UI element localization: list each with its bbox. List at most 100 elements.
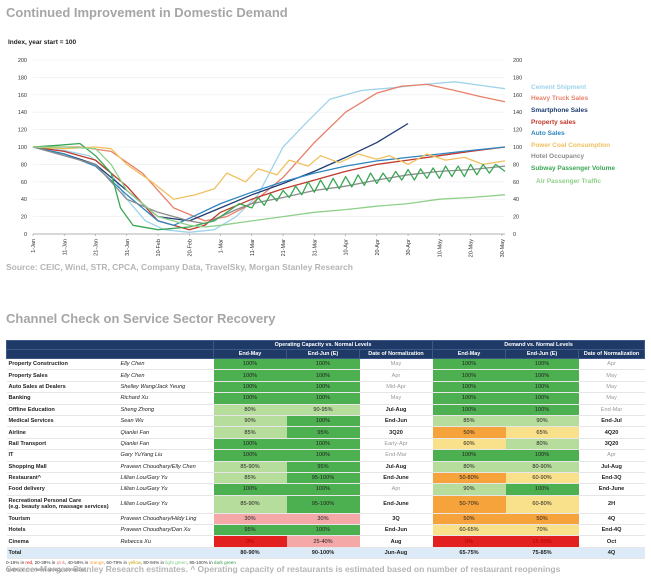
legend-entry: Hotel Occupancy <box>531 153 584 160</box>
y-tick-left: 120 <box>18 128 27 134</box>
cell-op-date: Jul-Aug <box>359 461 433 473</box>
cell-op-jun: 100% <box>286 369 360 382</box>
total-op-date: Jun-Aug <box>359 546 433 560</box>
x-tick-label: 11-Mar <box>250 239 256 256</box>
cell-op-may: 100% <box>213 483 287 496</box>
cell-dm-date: May <box>578 392 645 405</box>
cell-op-may: 85-90% <box>213 495 287 514</box>
analyst-name: Lillian Lou/Gary Yu <box>118 495 214 514</box>
y-tick-right: 0 <box>513 232 516 238</box>
sector-name: Medical Services <box>6 415 119 428</box>
cell-dm-may: 100% <box>432 392 506 405</box>
sector-name: Hotels <box>6 524 119 537</box>
legend-entry: Subway Passenger Volume <box>531 165 615 172</box>
analyst-name: Sheng Zhong <box>118 404 214 416</box>
x-tick-label: 30-Apr <box>406 239 412 256</box>
cell-dm-may: 60% <box>432 438 506 451</box>
cell-dm-jun: 50% <box>505 513 579 526</box>
chart-legend: Cement Shipment Heavy Truck Sales Smartpho… <box>531 84 615 185</box>
cell-op-may: 80% <box>213 404 287 416</box>
cell-dm-date: 3Q20 <box>578 438 645 451</box>
y-tick-right: 120 <box>513 128 522 134</box>
column-header-row: End-May End-Jun (E) Date of Normalizatio… <box>6 349 646 359</box>
col-dm-end-jun: End-Jun (E) <box>505 349 580 359</box>
col-op-end-jun: End-Jun (E) <box>286 349 360 359</box>
chart-axes: 0 0 20 20 40 40 60 60 80 80 100 100 120 120 140 140 160 1… <box>18 58 522 257</box>
cell-dm-date: 4Q20 <box>578 426 645 439</box>
sector-name: Airline <box>6 426 119 439</box>
sector-name: IT <box>6 449 119 462</box>
y-tick-right: 180 <box>513 75 522 81</box>
y-tick-right: 60 <box>513 180 519 186</box>
cell-dm-jun: 100% <box>505 358 579 371</box>
analyst-name: Rebecca Xu <box>118 535 214 548</box>
cell-dm-date: May <box>578 369 645 382</box>
cell-op-jun: 95% <box>286 461 360 473</box>
cell-dm-may: 0% <box>432 535 506 548</box>
cell-op-date: Apr <box>359 369 433 382</box>
sector-label: Airline <box>8 429 26 436</box>
cell-op-jun: 100% <box>286 438 360 451</box>
cell-op-date: End-Jun <box>359 524 433 537</box>
cell-op-date: End-Mar <box>359 449 433 462</box>
y-tick-left: 180 <box>18 75 27 81</box>
x-tick-label: 11-Jan <box>62 239 68 255</box>
sector-label: Shopping Mall <box>8 463 47 470</box>
analyst-name: Qianlei Fan <box>118 426 214 439</box>
sector-name: Property Sales <box>6 369 119 382</box>
cell-dm-jun: 65% <box>505 426 579 439</box>
cell-dm-date: Oct <box>578 535 645 548</box>
cell-op-date: Apr <box>359 483 433 496</box>
cell-dm-jun: 15-30% <box>505 535 579 548</box>
cell-op-date: End-June <box>359 472 433 485</box>
sector-sublabel: (e.g. beauty salon, massage services) <box>8 504 109 511</box>
y-tick-left: 100 <box>18 145 27 151</box>
cell-op-jun: 100% <box>286 381 360 394</box>
col-op-date: Date of Normalization <box>358 349 434 359</box>
sector-name: Food delivery <box>6 483 119 496</box>
cell-dm-jun: 100% <box>505 404 579 416</box>
demand-header: Demand vs. Normal Levels <box>432 340 646 350</box>
x-tick-label: 10-Feb <box>156 239 162 256</box>
table-body: Property Construction Elly Chen 100% 100% Ma… <box>6 358 645 548</box>
cell-op-may: 95% <box>213 524 287 537</box>
table-row: Auto Sales at Dealers Shelley Wang/Jack Y… <box>6 381 645 394</box>
cell-dm-jun: 80-90% <box>505 461 579 473</box>
table-title: Channel Check on Service Sector Recovery <box>6 311 276 326</box>
cell-op-jun: 90-95% <box>286 404 360 416</box>
y-tick-right: 140 <box>513 110 522 116</box>
cell-op-date: Early-Apr <box>359 438 433 451</box>
sector-name: Property Construction <box>6 358 119 371</box>
cell-op-date: Jul-Aug <box>359 404 433 416</box>
cell-dm-date: End-June <box>578 483 645 496</box>
x-tick-label: 21-Mar <box>281 239 287 257</box>
cell-dm-jun: 90% <box>505 415 579 428</box>
col-dm-end-may: End-May <box>432 349 507 359</box>
table-row: Rail Transport Qianlei Fan 100% 100% Early-A… <box>6 438 645 451</box>
cell-dm-jun: 100% <box>505 449 579 462</box>
cell-dm-may: 50% <box>432 513 506 526</box>
total-dm-jun: 75-85% <box>505 546 579 560</box>
sector-name: Banking <box>6 392 119 405</box>
cell-op-jun: 100% <box>286 483 360 496</box>
cell-dm-date: End-4Q <box>578 524 645 537</box>
sector-label: Restaurant^ <box>8 475 42 482</box>
cell-op-date: May <box>359 392 433 405</box>
x-tick-label: 30-May <box>500 239 506 258</box>
legend-entry: Heavy Truck Sales <box>531 95 588 102</box>
cell-dm-date: Jul-Aug <box>578 461 645 473</box>
cell-dm-may: 100% <box>432 358 506 371</box>
series-line-2 <box>32 122 409 222</box>
cell-op-may: 30% <box>213 513 287 526</box>
cell-dm-date: End-Mar <box>578 404 645 416</box>
table-row: Medical Services Sean Wu 90% 100% End-Jun 85%… <box>6 415 645 428</box>
total-op-may: 80-90% <box>213 546 287 560</box>
recovery-table: Operating Capacity vs. Normal Levels Dem… <box>6 340 646 560</box>
x-tick-label: 20-Apr <box>375 239 381 256</box>
y-tick-right: 20 <box>513 215 519 221</box>
table-row: Banking Richard Xu 100% 100% May 100% 100% May <box>6 392 645 405</box>
cell-dm-date: 4Q <box>578 513 645 526</box>
sector-label: Recreational Personal Care <box>8 497 82 504</box>
col-dm-date: Date of Normalization <box>578 349 646 359</box>
line-chart: 0 0 20 20 40 40 60 60 80 80 100 100 120 120 140 140 160 1… <box>8 39 615 257</box>
